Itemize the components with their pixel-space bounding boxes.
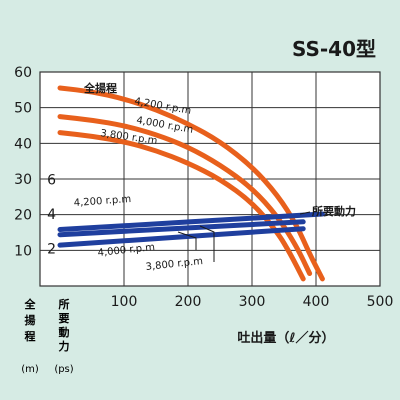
x-tick-200: 200 [175, 294, 202, 310]
x-axis-label: 吐出量（ℓ／分） [237, 330, 334, 346]
head-curve-label: 全揚程 [83, 81, 117, 95]
power-axis-char-1: 所 [59, 297, 70, 311]
x-tick-400: 400 [303, 294, 330, 310]
head-axis-char-1: 全 [24, 297, 37, 311]
power-tick-2: 2 [47, 242, 56, 258]
power-curve-4000 [57, 219, 306, 238]
power-axis-char-2: 要 [59, 312, 70, 325]
power-curve-label: 所要動力 [312, 204, 356, 218]
leader-3800 [199, 225, 215, 262]
power-axis-unit: (ps) [54, 364, 73, 375]
x-tick-500: 500 [367, 294, 394, 310]
head-axis-char-2: 揚 [25, 313, 36, 327]
head-curve-4000 [57, 114, 313, 276]
power-curve-3800 [57, 226, 306, 248]
leader-power-label [299, 211, 311, 215]
power-curve-4200 [57, 211, 325, 232]
power-axis-char-4: 力 [59, 339, 70, 353]
head-tick-30: 30 [14, 172, 32, 188]
head-tick-50: 50 [14, 101, 32, 117]
head-axis-char-3: 程 [25, 329, 36, 343]
x-tick-300: 300 [239, 294, 266, 310]
power-axis-char-3: 動 [59, 325, 70, 339]
plot-frame [39, 71, 381, 287]
head-tick-10: 10 [14, 243, 32, 259]
x-tick-100: 100 [111, 294, 138, 310]
head-curve-3800 [57, 130, 306, 282]
power-tick-4: 4 [47, 207, 56, 223]
head-tick-40: 40 [14, 136, 32, 152]
power-label-4200: 4,200 r.p.m [73, 194, 131, 209]
leader-4000 [177, 231, 197, 250]
head-tick-60: 60 [14, 65, 32, 81]
head-axis-unit: (m) [21, 364, 39, 375]
chart-title: SS-40型 [292, 37, 376, 61]
power-tick-6: 6 [47, 173, 56, 189]
axis-labels: 10 20 30 40 50 60 2 4 6 100 200 300 400 500 [14, 65, 393, 310]
head-tick-20: 20 [14, 208, 32, 224]
power-curves [57, 211, 325, 248]
